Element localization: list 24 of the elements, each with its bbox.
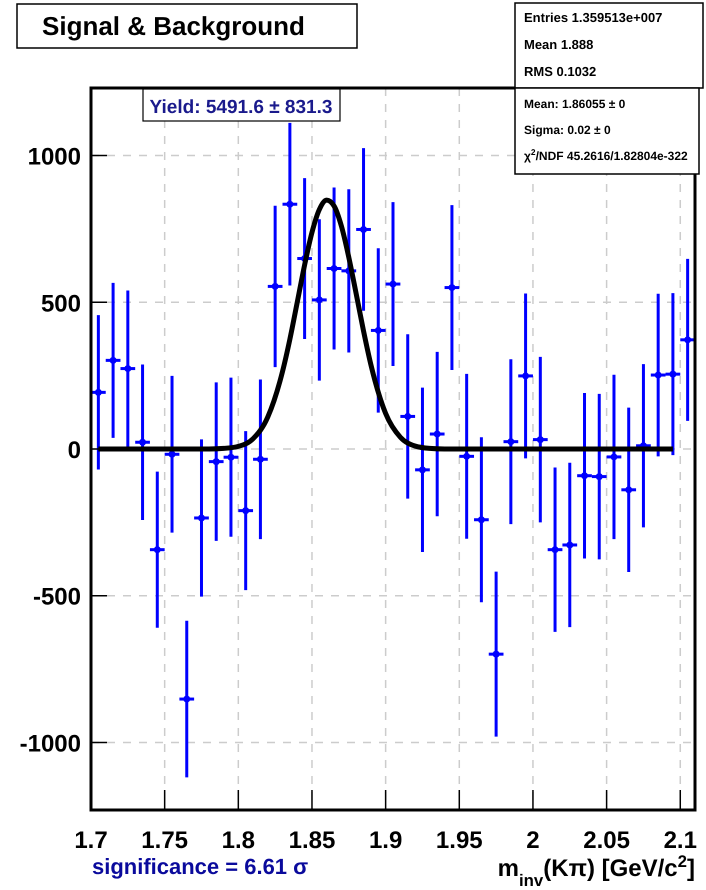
- text: Entries 1.359513e+007: [524, 10, 662, 25]
- x-tick-label: 1.75: [141, 827, 188, 854]
- text: significance = 6.61 σ: [92, 854, 308, 879]
- x-tick-label: 1.9: [368, 827, 402, 854]
- x-tick-label: 1.8: [222, 827, 256, 854]
- y-tick-label: -500: [32, 584, 81, 611]
- chart-title: Signal & Background: [42, 11, 305, 41]
- text: RMS 0.1032: [524, 64, 596, 79]
- annotation: Mean: 1.86055 ± 0: [524, 97, 626, 111]
- y-tick-label: 1000: [28, 144, 81, 171]
- annotation: χ$^{2}$/NDF 45.2616/1.82804e-322: [524, 147, 688, 163]
- y-tick-label: 500: [40, 290, 81, 318]
- x-axis-title: m$_{inv}$(Kπ) [GeV/c$^{2}$]: [498, 852, 695, 890]
- x-tick-label: 2.05: [583, 827, 630, 854]
- y-tick-label: 0: [68, 437, 81, 464]
- annotation: Yield: 5491.6 ± 831.3: [150, 97, 332, 118]
- annotation: Sigma: 0.02 ± 0: [524, 123, 611, 137]
- x-tick-label: 1.7: [74, 827, 108, 854]
- x-tick-label: 1.85: [288, 827, 336, 854]
- x-tick-label: 1.95: [436, 827, 483, 854]
- x-tick-label: 2.1: [664, 827, 697, 854]
- y-tick-label: -1000: [20, 730, 81, 758]
- text: Mean 1.888: [524, 37, 594, 52]
- x-tick-label: 2: [526, 827, 540, 854]
